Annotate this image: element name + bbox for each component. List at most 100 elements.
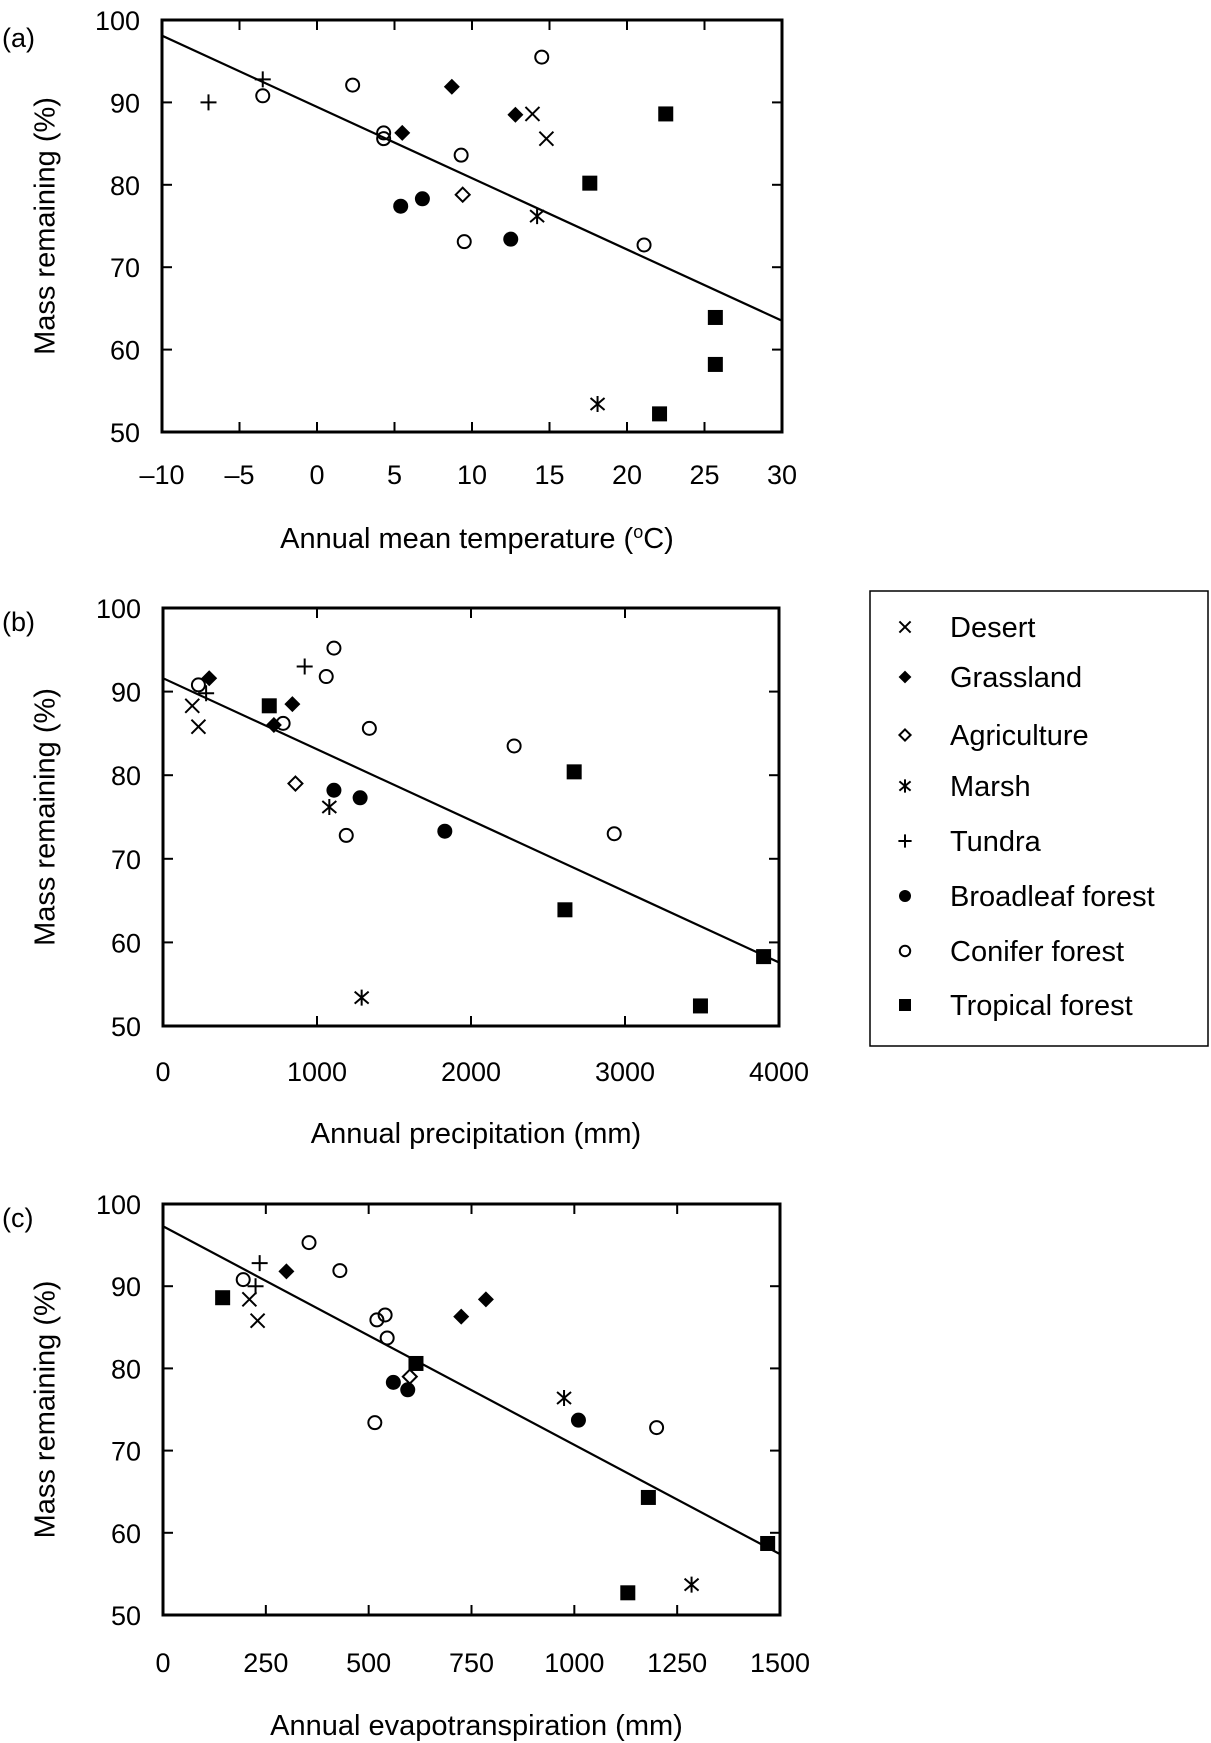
- data-point-tropical-forest: [756, 949, 772, 965]
- data-point-desert: [249, 1313, 266, 1329]
- filled-circle-icon: [899, 890, 911, 902]
- y-tick-label: 100: [96, 594, 141, 624]
- legend-item-conifer-forest: Conifer forest: [898, 936, 1124, 968]
- data-point-grassland: [394, 124, 411, 141]
- series-marsh: [529, 208, 606, 412]
- x-tick-label: 1500: [750, 1648, 810, 1678]
- series-tropical-forest: [215, 1290, 776, 1601]
- y-axis-label: Mass remaining (%): [30, 97, 62, 355]
- x-tick-label: 3000: [595, 1057, 655, 1087]
- x-axis-label-degree: o: [633, 522, 643, 542]
- data-point-tundra: [200, 94, 217, 111]
- data-point-conifer-forest: [332, 1263, 348, 1279]
- data-point-grassland: [453, 1308, 470, 1325]
- series-tropical-forest: [582, 106, 723, 422]
- data-point-broadleaf-forest: [437, 823, 453, 839]
- series-conifer-forest: [235, 1235, 665, 1436]
- data-point-grassland: [265, 717, 282, 734]
- data-point-broadleaf-forest: [385, 1374, 401, 1390]
- data-point-broadleaf-forest: [400, 1382, 416, 1398]
- data-point-desert: [190, 719, 207, 735]
- panel-c: (c) 0 250 500 750 1000 1250 1500 50 60 70 80 90 100 Ma…: [2, 1190, 810, 1742]
- series-grassland: [278, 1263, 494, 1325]
- y-tick-label: 80: [111, 1354, 141, 1384]
- series-tundra: [247, 1255, 268, 1295]
- x-axis-label: Annual evapotranspiration (mm): [270, 1710, 683, 1742]
- data-point-tropical-forest: [692, 998, 708, 1014]
- legend: Desert Grassland Agriculture Marsh Tundra Bro…: [869, 590, 1209, 1047]
- panel-a: (a) –10 –5 0 5 10 15 20 25 30 50 60 70 80 90 100 Mass re…: [2, 6, 797, 555]
- legend-label: Tundra: [950, 826, 1042, 858]
- regression-line: [163, 1225, 780, 1556]
- legend-item-grassland: Grassland: [898, 662, 1082, 694]
- panel-label: (a): [2, 23, 35, 53]
- legend-label: Desert: [950, 612, 1035, 644]
- y-tick-label: 90: [111, 678, 141, 708]
- plot-frame: [161, 606, 781, 1028]
- data-point-conifer-forest: [606, 826, 622, 842]
- y-axis-label: Mass remaining (%): [30, 688, 62, 946]
- y-tick-label: 70: [110, 253, 140, 283]
- x-axis-label-text: Annual mean temperature (: [280, 523, 633, 555]
- data-point-conifer-forest: [456, 234, 472, 250]
- x-tick-label: 500: [346, 1648, 391, 1678]
- data-point-grassland: [477, 1291, 494, 1308]
- data-point-tundra: [247, 1278, 264, 1295]
- series-agriculture: [287, 775, 304, 792]
- data-point-tropical-forest: [582, 175, 598, 191]
- y-tick-label: 80: [110, 171, 140, 201]
- x-tick-label: –5: [224, 460, 254, 490]
- data-point-conifer-forest: [377, 1307, 393, 1323]
- y-axis-label: Mass remaining (%): [30, 1281, 62, 1539]
- asterisk-icon: [898, 779, 912, 793]
- legend-label: Conifer forest: [950, 936, 1124, 968]
- data-point-conifer-forest: [301, 1235, 317, 1251]
- regression-line: [162, 34, 782, 322]
- series-desert: [524, 106, 555, 147]
- legend-item-broadleaf-forest: Broadleaf forest: [899, 881, 1155, 913]
- data-point-marsh: [529, 208, 545, 225]
- legend-item-tundra: Tundra: [898, 826, 1042, 858]
- data-point-desert: [184, 698, 200, 714]
- data-point-agriculture: [454, 186, 472, 204]
- y-tick-label: 100: [95, 6, 140, 36]
- x-axis-label-text: Annual evapotranspiration (mm): [270, 1710, 683, 1742]
- y-tick-label: 50: [110, 418, 140, 448]
- x-tick-label: 25: [689, 460, 719, 490]
- data-point-conifer-forest: [345, 77, 361, 93]
- series-conifer-forest: [255, 49, 652, 253]
- legend-item-desert: Desert: [898, 612, 1035, 644]
- x-tick-label: 10: [457, 460, 487, 490]
- series-tropical-forest: [261, 698, 772, 1014]
- series-agriculture: [401, 1368, 419, 1386]
- legend-label: Grassland: [950, 662, 1082, 694]
- x-cross-icon: [898, 620, 912, 634]
- y-tick-label: 70: [111, 1437, 141, 1467]
- data-point-tropical-forest: [557, 902, 573, 918]
- legend-label: Tropical forest: [950, 990, 1133, 1022]
- y-tick-label: 60: [111, 1519, 141, 1549]
- data-point-conifer-forest: [318, 669, 334, 685]
- x-axis-label-text: Annual precipitation (mm): [311, 1118, 641, 1150]
- x-tick-label: 0: [155, 1648, 170, 1678]
- x-tick-label: 750: [449, 1648, 494, 1678]
- data-point-conifer-forest: [367, 1415, 383, 1431]
- data-point-conifer-forest: [379, 1330, 395, 1346]
- data-point-tundra: [254, 71, 271, 88]
- series-tundra: [200, 71, 271, 111]
- data-point-conifer-forest: [534, 49, 550, 65]
- data-point-tundra: [198, 685, 215, 702]
- data-point-conifer-forest: [369, 1312, 385, 1328]
- x-tick-label: 30: [767, 460, 797, 490]
- data-point-desert: [538, 130, 555, 147]
- open-diamond-icon: [897, 727, 913, 743]
- data-point-conifer-forest: [235, 1272, 251, 1288]
- series-tundra: [198, 658, 313, 702]
- data-point-desert: [524, 106, 541, 122]
- plot-frame: [160, 18, 784, 434]
- data-point-tropical-forest: [408, 1355, 424, 1371]
- filled-diamond-icon: [898, 670, 912, 684]
- data-point-grassland: [507, 106, 524, 123]
- y-tick-label: 50: [111, 1601, 141, 1631]
- legend-item-agriculture: Agriculture: [897, 720, 1089, 752]
